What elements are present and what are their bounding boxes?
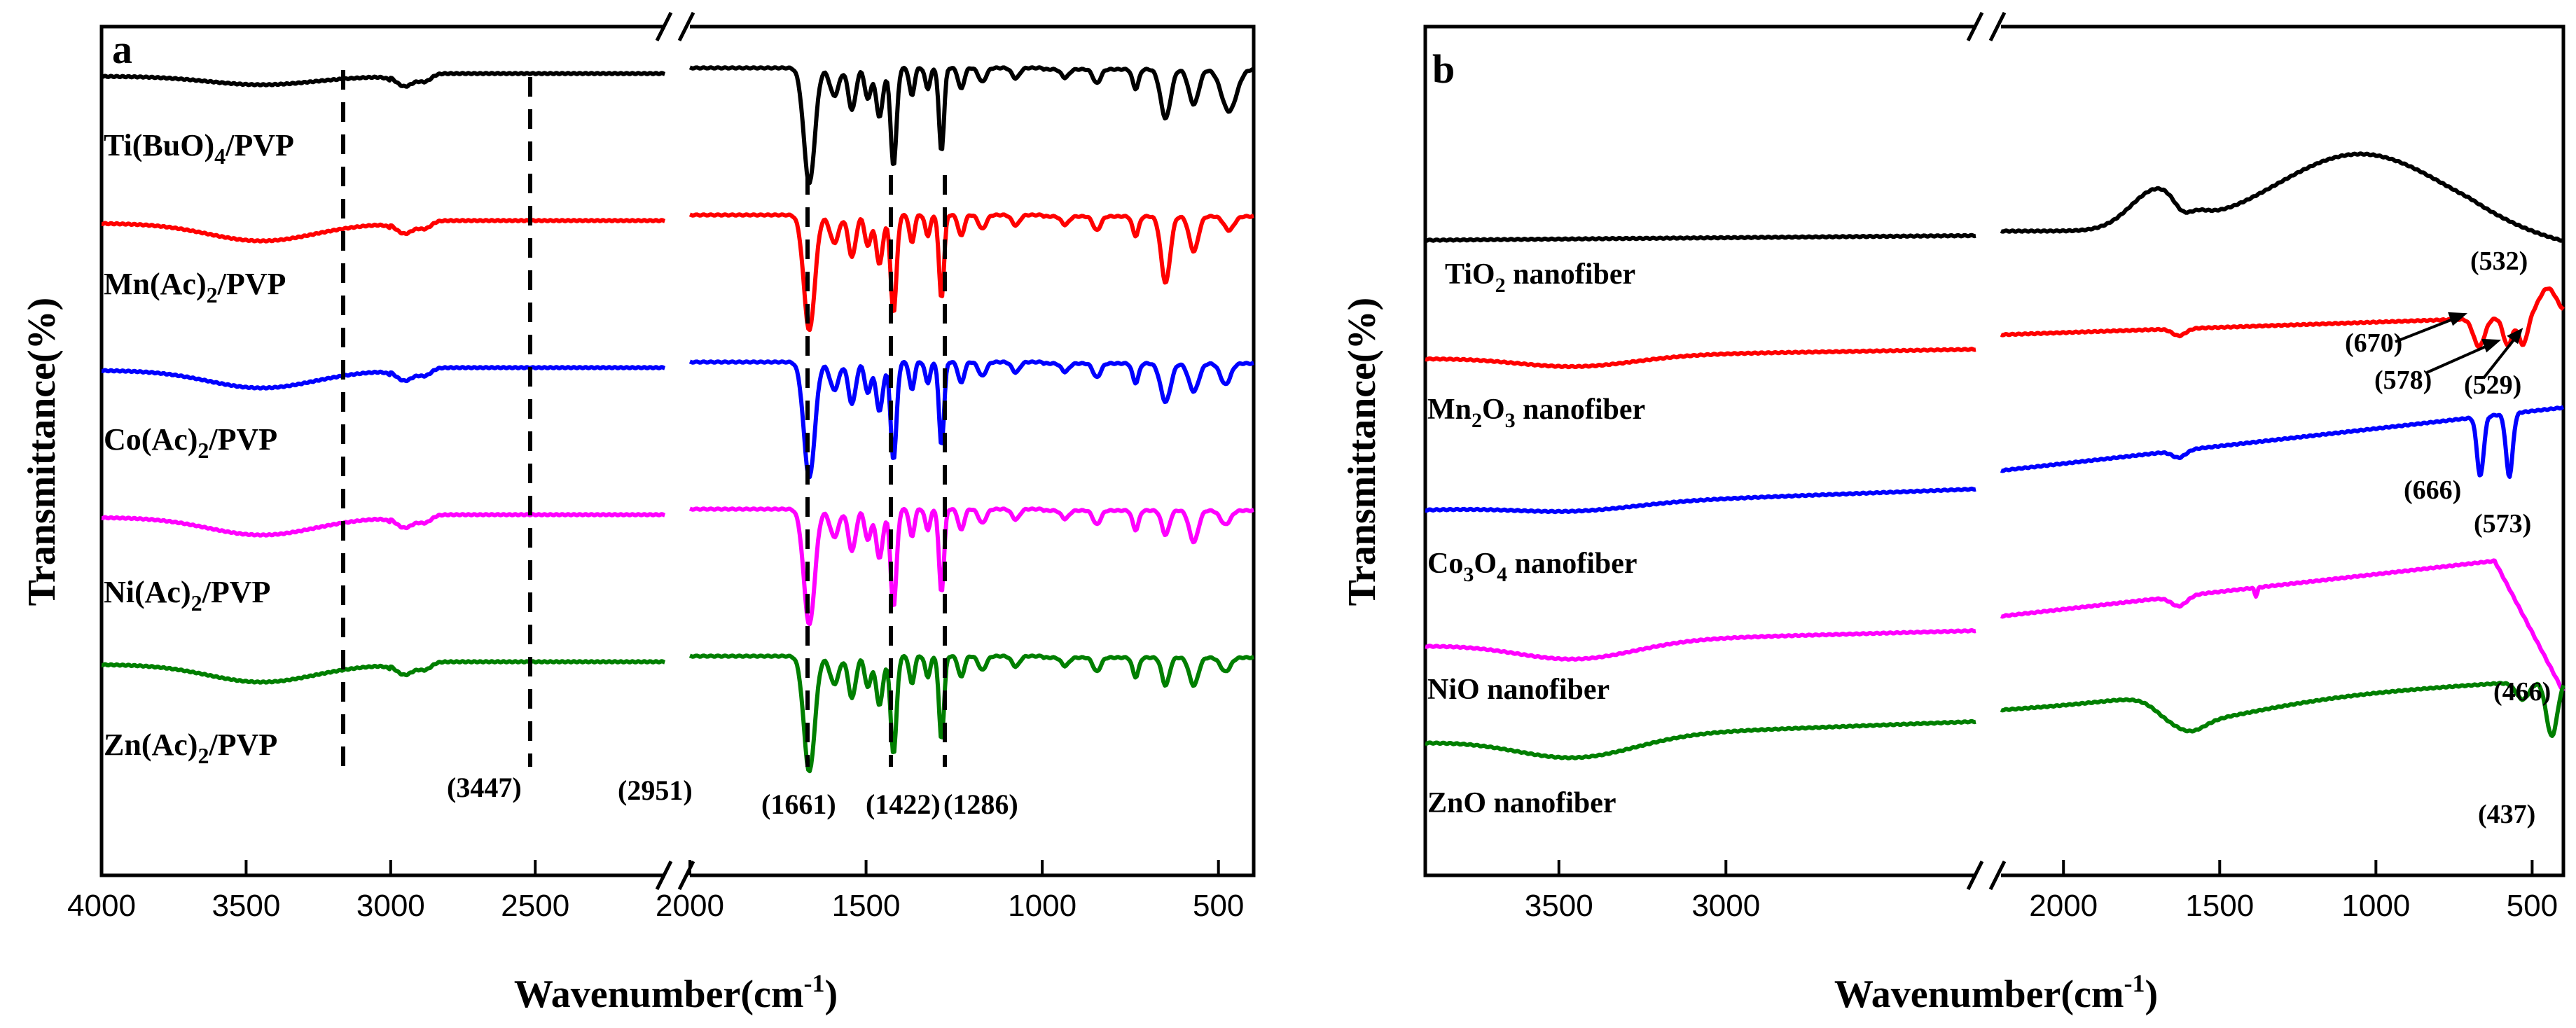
peak-label-466: (466) [2493, 677, 2551, 707]
peak-label-3447: (3447) [447, 772, 522, 803]
series-label-co3o4-nanofiber: Co3O4 nanofiber [1427, 548, 1637, 586]
x-tick-label: 1500 [2185, 889, 2254, 923]
x-tick-label: 2000 [656, 889, 724, 923]
x-tick-label: 3000 [356, 889, 425, 923]
panel-b-x-axis-title: Wavenumber(cm-1) [1834, 969, 2158, 1016]
peak-label-529: (529) [2464, 370, 2521, 400]
panel-b-frame [1423, 25, 2565, 877]
panel-b: b 3500 3000 2000 1500 1000 500 [1341, 11, 2565, 1016]
panel-a-x-axis-title: Wavenumber(cm-1) [514, 969, 838, 1016]
series-line-tio2-nanofiber [1424, 151, 2565, 243]
panel-a-bottom-axis-break [655, 860, 695, 891]
x-tick-label: 2500 [501, 889, 569, 923]
peak-label-1422: (1422) [866, 789, 941, 820]
panel-a-peak-guides [341, 70, 947, 767]
panel-a-series-lines [100, 65, 1254, 774]
peak-label-670: (670) [2345, 328, 2402, 358]
x-tick-label: 1000 [1008, 889, 1076, 923]
panel-b-series-lines [1424, 151, 2565, 760]
peak-label-573: (573) [2474, 509, 2531, 539]
series-line-mn-ac2-pvp [100, 212, 1254, 333]
series-line-co-ac2-pvp [100, 359, 1254, 480]
peak-label-578: (578) [2374, 366, 2432, 395]
series-label-zn-ac2-pvp: Zn(Ac)2/PVP [104, 728, 277, 768]
series-line-zn-ac2-pvp [100, 653, 1254, 774]
x-tick-label: 500 [1193, 889, 1244, 923]
series-label-tio2-nanofiber: TiO2 nanofiber [1445, 258, 1635, 297]
panel-a-x-ticks: 4000 3500 3000 2500 2000 1500 1000 500 [67, 860, 1244, 923]
x-tick-label: 3500 [1525, 889, 1593, 923]
peak-label-666: (666) [2404, 475, 2461, 505]
peak-label-1286: (1286) [943, 789, 1018, 820]
series-line-co3o4-nanofiber [1424, 405, 2565, 515]
x-tick-label: 3000 [1691, 889, 1760, 923]
series-line-mn2o3-nanofiber [1424, 286, 2565, 370]
series-line-ni-ac2-pvp [100, 506, 1254, 627]
panel-b-bottom-axis-break [1966, 860, 2007, 891]
x-tick-label: 3500 [212, 889, 280, 923]
peak-label-532: (532) [2470, 246, 2528, 276]
series-line-ti-buo4-pvp [100, 65, 1254, 186]
panel-a-label: a [112, 27, 132, 72]
series-label-mn-ac2-pvp: Mn(Ac)2/PVP [104, 267, 286, 307]
x-tick-label: 1500 [832, 889, 901, 923]
x-tick-label: 2000 [2029, 889, 2098, 923]
x-tick-label: 4000 [67, 889, 136, 923]
series-label-mn2o3-nanofiber: Mn2O3 nanofiber [1427, 394, 1645, 432]
series-label-co-ac2-pvp: Co(Ac)2/PVP [104, 422, 277, 463]
peak-label-437: (437) [2478, 800, 2535, 829]
panel-b-y-axis-title: Transmittance(%) [1341, 298, 1384, 606]
panel-b-peak-arrows [2395, 312, 2523, 380]
panel-b-top-axis-break [1966, 11, 2007, 42]
panel-a-y-axis-title: Transmittance(%) [20, 298, 64, 606]
x-tick-label: 500 [2507, 889, 2558, 923]
panel-b-x-ticks: 3500 3000 2000 1500 1000 500 [1525, 860, 2558, 923]
peak-label-1661: (1661) [761, 789, 836, 820]
series-label-nio-nanofiber: NiO nanofiber [1427, 674, 1609, 706]
panel-a: a 4000 3500 3000 2500 2000 1500 1000 500 [20, 11, 1256, 1016]
panel-a-top-axis-break [655, 11, 695, 42]
panel-b-label: b [1432, 46, 1455, 92]
peak-label-2951: (2951) [618, 775, 693, 806]
series-label-ni-ac2-pvp: Ni(Ac)2/PVP [104, 575, 270, 616]
series-label-ti-buo4-pvp: Ti(BuO)4/PVP [104, 128, 294, 169]
series-line-nio-nanofiber [1424, 558, 2565, 693]
series-label-zno-nanofiber: ZnO nanofiber [1427, 787, 1616, 819]
series-line-zno-nanofiber [1424, 681, 2565, 760]
x-tick-label: 1000 [2341, 889, 2410, 923]
